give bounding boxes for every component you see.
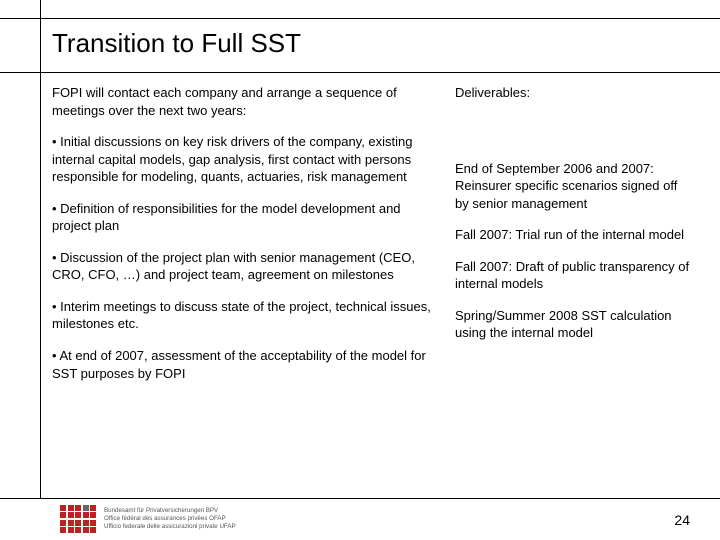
agency-name-it: Ufficio federale delle assicurazioni pri… bbox=[104, 523, 236, 531]
bullet-item: • Initial discussions on key risk driver… bbox=[52, 133, 435, 186]
left-column: FOPI will contact each company and arran… bbox=[52, 84, 447, 396]
rule-bottom bbox=[0, 498, 720, 499]
rule-vertical bbox=[40, 0, 41, 498]
deliverable-item: Spring/Summer 2008 SST calculation using… bbox=[455, 307, 692, 342]
slide: Transition to Full SST FOPI will contact… bbox=[0, 0, 720, 540]
deliverables-heading: Deliverables: bbox=[455, 84, 692, 102]
agency-name: Bundesamt für Privatversicherungen BPV O… bbox=[104, 507, 236, 530]
deliverable-item: Fall 2007: Trial run of the internal mod… bbox=[455, 226, 692, 244]
agency-name-fr: Office fédéral des assurances privées OF… bbox=[104, 515, 236, 523]
page-number: 24 bbox=[674, 512, 690, 528]
bullet-item: • Interim meetings to discuss state of t… bbox=[52, 298, 435, 333]
bullet-item: • Definition of responsibilities for the… bbox=[52, 200, 435, 235]
footer: Bundesamt für Privatversicherungen BPV O… bbox=[60, 502, 700, 536]
content-area: FOPI will contact each company and arran… bbox=[52, 84, 692, 396]
agency-logo: Bundesamt für Privatversicherungen BPV O… bbox=[60, 505, 236, 534]
slide-title: Transition to Full SST bbox=[52, 28, 301, 59]
logo-mark-icon bbox=[60, 505, 96, 534]
right-column: Deliverables: End of September 2006 and … bbox=[447, 84, 692, 396]
bullet-item: • Discussion of the project plan with se… bbox=[52, 249, 435, 284]
intro-text: FOPI will contact each company and arran… bbox=[52, 84, 435, 119]
deliverable-item: Fall 2007: Draft of public transparency … bbox=[455, 258, 692, 293]
bullet-item: • At end of 2007, assessment of the acce… bbox=[52, 347, 435, 382]
rule-top bbox=[0, 18, 720, 19]
deliverable-item: End of September 2006 and 2007: Reinsure… bbox=[455, 160, 692, 213]
rule-under-title bbox=[0, 72, 720, 73]
agency-name-de: Bundesamt für Privatversicherungen BPV bbox=[104, 507, 236, 515]
